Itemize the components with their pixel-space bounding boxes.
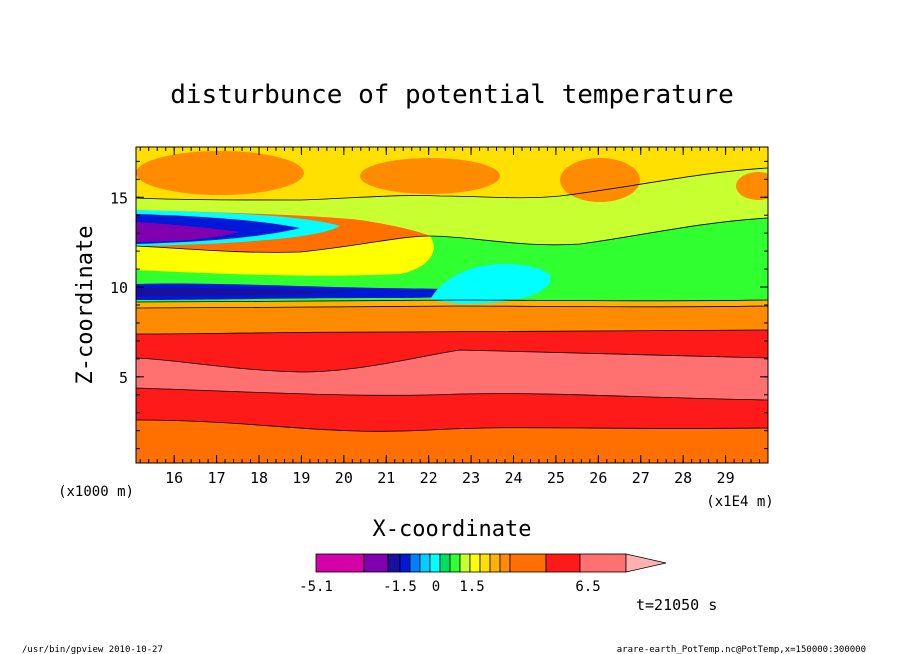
x-tick-label: 18 (250, 469, 268, 487)
colorbar-tick-label: -1.5 (383, 579, 417, 595)
x-tick-label: 24 (504, 469, 522, 487)
colorbar-tick-label: -5.1 (299, 579, 333, 595)
colorbar-extension (625, 553, 667, 573)
colorbar-segment (449, 553, 461, 573)
region-orange-top-left (136, 151, 304, 195)
region-purple-core (136, 222, 240, 242)
x-tick-label: 20 (335, 469, 353, 487)
y-unit-label: (x1000 m) (58, 484, 134, 500)
chart-title: disturbunce of potential temperature (170, 80, 734, 110)
x-tick-label: 21 (377, 469, 395, 487)
x-tick-label: 25 (547, 469, 565, 487)
colorbar-segment (399, 553, 411, 573)
region-cyan-blob (430, 263, 551, 304)
x-tick-label: 22 (420, 469, 438, 487)
band-orange-mid (136, 306, 768, 334)
region-orange-top-edge (736, 172, 768, 200)
x-tick-label: 29 (717, 469, 735, 487)
band-orange-bottom (136, 420, 768, 463)
x-tick-labels: 16 17 18 19 20 21 22 23 24 25 26 27 28 29 (165, 469, 734, 487)
colorbar-labels: -5.1 -1.5 0 1.5 6.5 (299, 579, 601, 595)
region-orange-top-right (560, 158, 640, 202)
colorbar-segment (509, 553, 547, 573)
x-tick-label: 17 (208, 469, 226, 487)
axis-ticks (136, 147, 769, 463)
colorbar-segment (469, 553, 481, 573)
colorbar-tick-label: 0 (432, 579, 440, 595)
footer-right: arare-earth_PotTemp.nc@PotTemp,x=150000:… (617, 645, 866, 654)
colorbar-segment (387, 553, 401, 573)
x-tick-label: 23 (462, 469, 480, 487)
x-tick-label: 16 (165, 469, 183, 487)
colorbar-segment (409, 553, 421, 573)
region-darkblue-10km (136, 287, 360, 296)
x-tick-label: 27 (632, 469, 650, 487)
band-light-orange (136, 300, 768, 308)
y-tick-label: 5 (119, 369, 128, 387)
plot-area (136, 147, 768, 463)
colorbar-segment (419, 553, 431, 573)
colorbar-segment (459, 553, 471, 573)
colorbar-tick-label: 1.5 (459, 579, 484, 595)
x-axis-label: X-coordinate (373, 517, 532, 542)
x-unit-label: (x1E4 m) (706, 494, 773, 510)
y-tick-labels: 5 10 15 (110, 189, 128, 387)
colorbar (315, 553, 667, 573)
colorbar-segment (489, 553, 501, 573)
y-tick-label: 10 (110, 279, 128, 297)
colorbar-tick-label: 6.5 (575, 579, 600, 595)
x-tick-label: 28 (674, 469, 692, 487)
colorbar-segment (479, 553, 491, 573)
band-red-low (136, 388, 768, 432)
region-green-mid (136, 218, 768, 302)
time-label: t=21050 s (636, 596, 717, 614)
colorbar-segment (363, 553, 389, 573)
region-yellow-right (136, 168, 768, 245)
colorbar-segment (429, 553, 441, 573)
colorbar-segment (315, 553, 365, 573)
y-axis-label: Z-coordinate (73, 226, 98, 385)
contour-lines (136, 167, 768, 432)
colorbar-segment (439, 553, 451, 573)
x-tick-label: 26 (589, 469, 607, 487)
colorbar-segment (545, 553, 581, 573)
band-pink (136, 350, 768, 400)
region-yellow-left (136, 236, 434, 276)
x-tick-label: 19 (292, 469, 310, 487)
colorbar-segment (499, 553, 511, 573)
y-tick-label: 15 (110, 189, 128, 207)
region-orange-top-mid (360, 158, 500, 194)
colorbar-segment (579, 553, 627, 573)
footer-left: /usr/bin/gpview 2010-10-27 (22, 645, 163, 654)
